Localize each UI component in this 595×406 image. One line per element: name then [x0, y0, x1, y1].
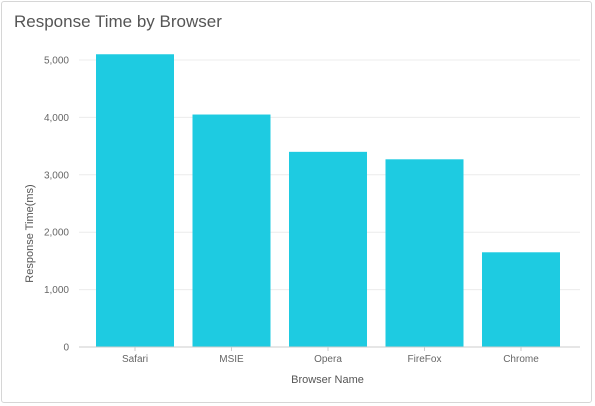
y-axis-title: Response Time(ms) — [24, 184, 36, 282]
bar-chrome[interactable] — [482, 252, 560, 347]
axes: 0 1,000 2,000 3,000 4,000 5,000 Safari MSIE Oper… — [44, 56, 580, 365]
x-tick-label: Opera — [314, 354, 342, 365]
x-tick-label: Safari — [122, 354, 148, 365]
x-tick-label: FireFox — [408, 354, 442, 365]
bar-msie[interactable] — [192, 114, 271, 347]
y-tick-label: 3,000 — [44, 170, 69, 181]
x-tick-label: MSIE — [219, 354, 244, 365]
y-tick-label: 2,000 — [44, 228, 69, 239]
y-tick-label: 1,000 — [44, 285, 69, 296]
x-axis-title: Browser Name — [291, 374, 364, 386]
chart-title: Response Time by Browser — [14, 12, 222, 31]
bar-opera[interactable] — [289, 151, 367, 347]
bar-firefox[interactable] — [385, 159, 464, 347]
bar-safari[interactable] — [96, 54, 174, 347]
x-tick-label: Chrome — [503, 354, 539, 365]
bars — [96, 54, 560, 347]
y-tick-label: 4,000 — [44, 113, 69, 124]
y-tick-label: 0 — [63, 343, 69, 354]
y-tick-label: 5,000 — [44, 56, 69, 67]
